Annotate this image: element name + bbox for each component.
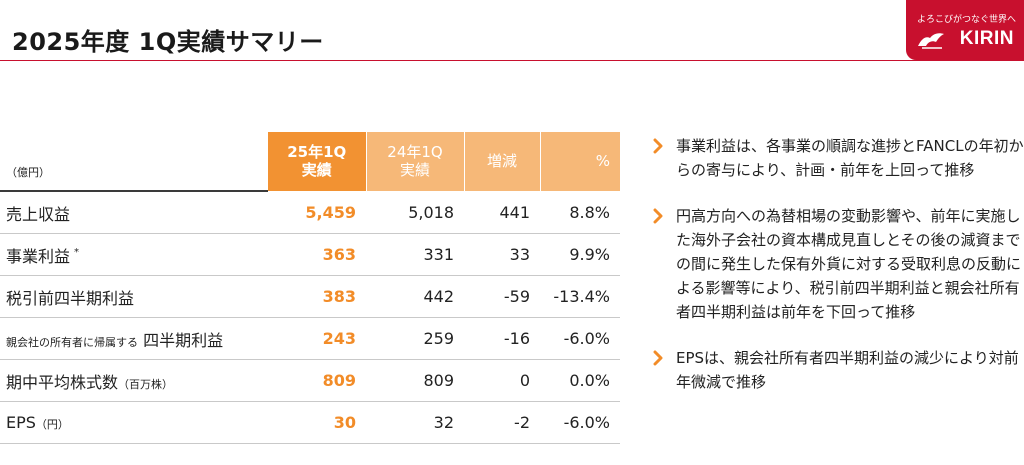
table-row: 親会社の所有者に帰属する 四半期利益 243 259 -16 -6.0% <box>0 317 620 360</box>
bullet-text: 事業利益は、各事業の順調な進捗とFANCLの年初からの寄与により、計画・前年を上… <box>676 137 1024 179</box>
unit-label: （億円） <box>0 132 268 192</box>
cell-diff: 441 <box>464 191 540 234</box>
list-item: EPSは、親会社所有者四半期利益の減少により対前年微減で推移 <box>652 346 1024 394</box>
row-label: EPS（円） <box>0 401 268 444</box>
bullet-text: 円高方向への為替相場の変動影響や、前年に実施した海外子会社の資本構成見直しとその… <box>676 207 1022 321</box>
table-row: 期中平均株式数（百万株） 809 809 0 0.0% <box>0 359 620 402</box>
commentary-list: 事業利益は、各事業の順調な進捗とFANCLの年初からの寄与により、計画・前年を上… <box>652 134 1024 416</box>
list-item: 円高方向への為替相場の変動影響や、前年に実施した海外子会社の資本構成見直しとその… <box>652 204 1024 324</box>
chevron-right-icon <box>653 138 663 154</box>
cell-pct: 8.8% <box>540 191 620 234</box>
table-row: EPS（円） 30 32 -2 -6.0% <box>0 401 620 444</box>
cell-diff: 0 <box>464 359 540 402</box>
cell-current: 809 <box>268 359 366 402</box>
cell-previous: 32 <box>366 401 464 444</box>
cell-diff: -2 <box>464 401 540 444</box>
logo-tagline: よろこびがつなぐ世界へ <box>916 15 1016 25</box>
logo-brand: KIRIN <box>959 28 1014 49</box>
cell-pct: 9.9% <box>540 233 620 276</box>
cell-current: 243 <box>268 317 366 360</box>
column-header-previous: 24年1Q 実績 <box>365 132 464 191</box>
cell-previous: 5,018 <box>366 191 464 234</box>
page-title: 2025年度 1Q実績サマリー <box>12 28 324 56</box>
row-label: 売上収益 <box>0 191 268 234</box>
cell-current: 5,459 <box>268 191 366 234</box>
cell-current: 383 <box>268 275 366 318</box>
title-divider <box>0 60 1024 61</box>
cell-diff: -16 <box>464 317 540 360</box>
table-row: 税引前四半期利益 383 442 -59 -13.4% <box>0 275 620 318</box>
cell-pct: -6.0% <box>540 317 620 360</box>
bullet-text: EPSは、親会社所有者四半期利益の減少により対前年微減で推移 <box>676 349 1019 391</box>
chevron-right-icon <box>653 350 663 366</box>
footnote-marker: * <box>74 247 80 259</box>
cell-diff: -59 <box>464 275 540 318</box>
row-label: 期中平均株式数（百万株） <box>0 359 268 402</box>
cell-current: 363 <box>268 233 366 276</box>
row-label: 親会社の所有者に帰属する 四半期利益 <box>0 317 268 360</box>
cell-previous: 442 <box>366 275 464 318</box>
table-row: 事業利益 * 363 331 33 9.9% <box>0 233 620 276</box>
cell-previous: 331 <box>366 233 464 276</box>
cell-current: 30 <box>268 401 366 444</box>
cell-diff: 33 <box>464 233 540 276</box>
column-header-pct: % <box>539 132 620 191</box>
table-row: 売上収益 5,459 5,018 441 8.8% <box>0 191 620 234</box>
cell-pct: -6.0% <box>540 401 620 444</box>
list-item: 事業利益は、各事業の順調な進捗とFANCLの年初からの寄与により、計画・前年を上… <box>652 134 1024 182</box>
column-header-diff: 増減 <box>463 132 540 191</box>
kirin-logo: よろこびがつなぐ世界へ KIRIN <box>906 0 1024 60</box>
cell-pct: 0.0% <box>540 359 620 402</box>
cell-previous: 259 <box>366 317 464 360</box>
cell-pct: -13.4% <box>540 275 620 318</box>
kirin-emblem-icon <box>918 33 944 49</box>
chevron-right-icon <box>653 208 663 224</box>
cell-previous: 809 <box>366 359 464 402</box>
column-header-current: 25年1Q 実績 <box>268 132 366 191</box>
row-label: 事業利益 * <box>0 233 268 276</box>
summary-table: （億円） 25年1Q 実績 24年1Q 実績 増減 % 売上収益 5,459 5,0… <box>0 132 620 444</box>
row-label: 税引前四半期利益 <box>0 275 268 318</box>
table-header-row: （億円） 25年1Q 実績 24年1Q 実績 増減 % <box>0 132 620 192</box>
